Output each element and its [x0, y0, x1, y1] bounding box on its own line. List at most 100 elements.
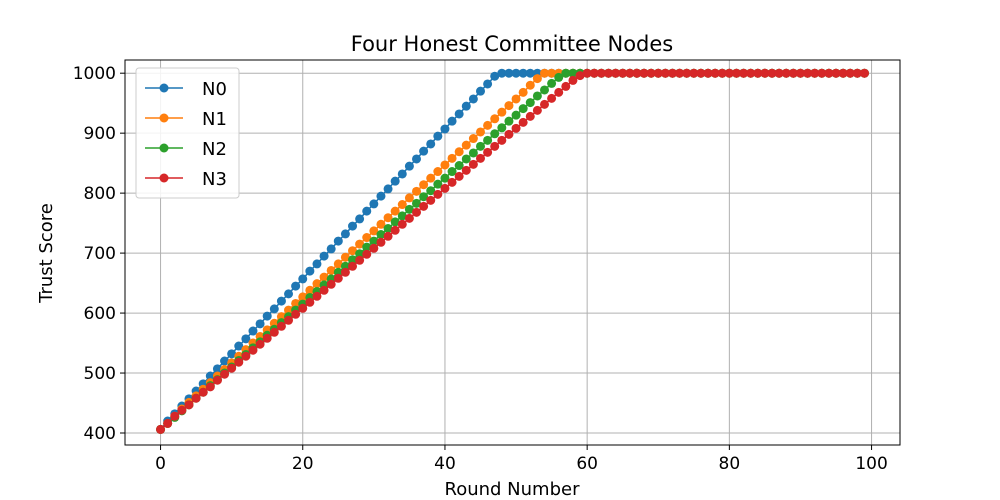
legend: N0 N1 N2 N3 [135, 67, 240, 199]
x-tick-label: 20 [292, 454, 314, 474]
y-axis-title: Trust Score [36, 203, 57, 304]
series-n0-point [440, 124, 450, 134]
series-n2-point [554, 72, 564, 82]
series-n3-point [810, 68, 820, 78]
series-n0-point [312, 259, 322, 269]
series-n3-point [746, 68, 756, 78]
series-n2-point [426, 186, 436, 196]
series-n0-point [511, 68, 521, 78]
series-n0-point [376, 191, 386, 201]
series-n3-point [859, 68, 869, 78]
series-n1-point [312, 279, 322, 289]
series-n3-point [710, 68, 720, 78]
series-n3-point [803, 68, 813, 78]
series-n1-point [362, 233, 372, 243]
series-n3-point [724, 68, 734, 78]
series-n3-point [675, 68, 685, 78]
series-n1-point [433, 167, 443, 177]
series-n1-point [454, 147, 464, 157]
series-n3-point [362, 249, 372, 259]
series-n1-point [504, 101, 514, 111]
series-n3-point [440, 183, 450, 193]
series-n2-point [497, 123, 507, 133]
series-n1-point [468, 134, 478, 144]
series-n2-point [348, 255, 358, 265]
series-n3-point [355, 255, 365, 265]
series-n0-point [241, 334, 251, 344]
series-n3-point [340, 267, 350, 277]
series-n3-point [795, 68, 805, 78]
series-n3-point [739, 68, 749, 78]
series-n0-point [227, 349, 237, 359]
series-n3-point [753, 68, 763, 78]
series-n0-point [383, 184, 393, 194]
series-n3-point [845, 68, 855, 78]
series-n3-point [170, 411, 180, 421]
series-n0-point [220, 356, 230, 366]
series-n2-point [561, 68, 571, 78]
series-n0-point [397, 169, 407, 179]
series-n2-point [404, 204, 414, 214]
series-n1-point [483, 120, 493, 130]
series-n2-point [490, 129, 500, 139]
x-axis-title: Round Number [445, 479, 581, 500]
legend-item-n0: N0 [145, 79, 227, 100]
y-tick-label: 900 [84, 124, 116, 144]
series-n1-point [305, 285, 315, 295]
tick-group: 0 20 40 60 80 100 400 500 600 700 800 900 1000 [73, 64, 888, 474]
series-n3-point [348, 261, 358, 271]
series-n3-point [653, 68, 663, 78]
legend-label-n0: N0 [202, 79, 227, 100]
series-n0-point [212, 364, 222, 374]
legend-label-n3: N3 [202, 169, 227, 190]
legend-item-n3: N3 [145, 169, 227, 190]
series-n3-point [404, 213, 414, 223]
series-n0-point [284, 289, 294, 299]
legend-label-n1: N1 [202, 109, 227, 130]
series-n3-point [419, 201, 429, 211]
series-n0-point [454, 109, 464, 119]
series-n1-point [333, 259, 343, 269]
series-n0-point [319, 251, 329, 261]
y-tick-label: 400 [84, 424, 116, 444]
series-n3-point [383, 231, 393, 241]
series-n3-point [276, 321, 286, 331]
y-tick-label: 700 [84, 244, 116, 264]
series-n3-point [284, 315, 294, 325]
series-n3-point [312, 291, 322, 301]
series-n1-point [284, 305, 294, 315]
x-tick-label: 100 [855, 454, 887, 474]
series-n2-point [376, 230, 386, 240]
series-n0-point [234, 341, 244, 351]
series-n1-point [412, 186, 422, 196]
series-n3-point [639, 68, 649, 78]
series-n3-point [255, 339, 265, 349]
series-n3-point [774, 68, 784, 78]
series-n0-point [255, 319, 265, 329]
series-n3-point [333, 273, 343, 283]
series-n1-point [340, 252, 350, 262]
series-n1-point [319, 272, 329, 282]
series-n3-point [412, 207, 422, 217]
series-n3-point [760, 68, 770, 78]
series-n3-point [205, 382, 215, 392]
series-n3-point [781, 68, 791, 78]
series-n2-point [518, 104, 528, 114]
series-n2-point [397, 211, 407, 221]
series-n3-point [461, 165, 471, 175]
series-n3-point [547, 93, 557, 103]
series-n3-point [184, 400, 194, 410]
series-n1-point [397, 200, 407, 210]
series-n2-point [355, 249, 365, 259]
series-n2-point [390, 217, 400, 227]
series-n2-point [440, 173, 450, 183]
grid [125, 60, 900, 445]
series-n0-point [490, 71, 500, 81]
chart-title: Four Honest Committee Nodes [351, 32, 674, 56]
series-n1-point [291, 298, 301, 308]
series-n3-point [596, 68, 606, 78]
series-n3-point [177, 405, 187, 415]
series-n3-point [490, 141, 500, 151]
x-tick-label: 60 [576, 454, 598, 474]
